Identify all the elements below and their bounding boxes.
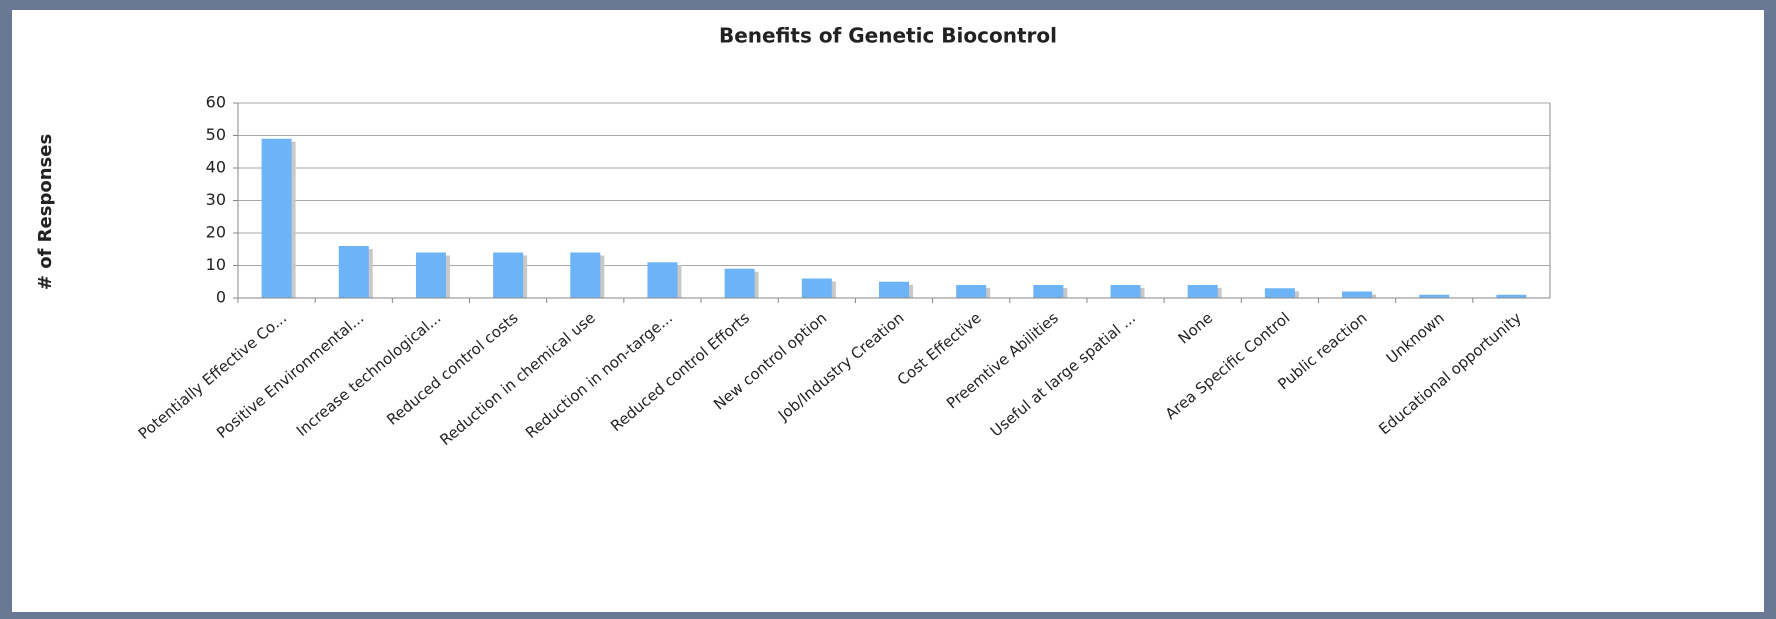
bar xyxy=(261,138,292,298)
bar xyxy=(415,252,446,298)
bar xyxy=(879,281,909,298)
bar xyxy=(570,252,601,298)
y-tick-label: 50 xyxy=(206,125,226,144)
y-axis-label: # of Responses xyxy=(35,134,56,290)
bar xyxy=(338,246,369,298)
bar xyxy=(801,278,832,298)
bar xyxy=(1496,294,1527,298)
bar xyxy=(1033,285,1064,298)
bar xyxy=(956,285,987,298)
bar xyxy=(1419,294,1450,298)
y-tick-label: 20 xyxy=(206,223,226,242)
chart-title: Benefits of Genetic Biocontrol xyxy=(719,24,1057,48)
y-tick-label: 40 xyxy=(206,158,226,177)
panel xyxy=(12,10,1764,612)
bar xyxy=(647,262,678,298)
bar xyxy=(1342,291,1373,298)
bar xyxy=(1264,288,1295,298)
y-tick-label: 30 xyxy=(206,190,226,209)
bar xyxy=(493,252,524,298)
bar xyxy=(724,268,755,298)
y-tick-label: 10 xyxy=(206,255,226,274)
y-tick-label: 0 xyxy=(216,288,226,307)
bar xyxy=(1187,285,1218,298)
bar xyxy=(1110,285,1141,298)
y-tick-label: 60 xyxy=(206,93,226,112)
